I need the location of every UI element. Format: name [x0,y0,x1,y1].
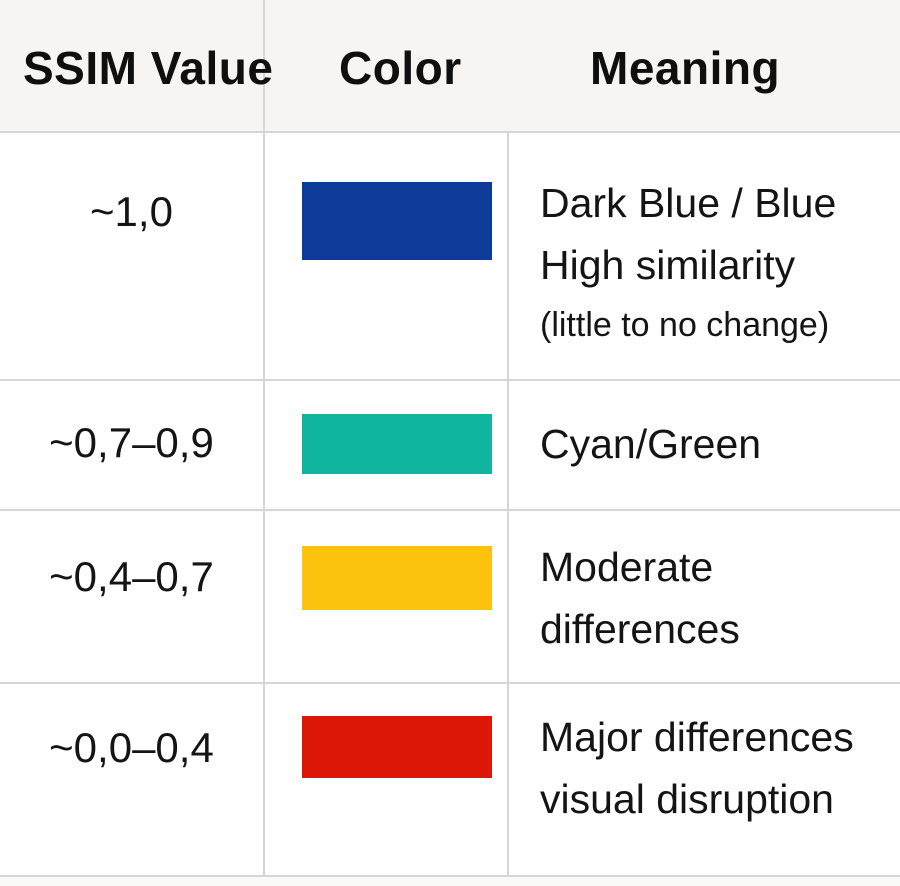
meaning-line: High similarity [540,242,796,288]
meaning-note: (little to no change) [540,306,830,344]
color-swatch-red [302,716,492,778]
meaning-cell: Dark Blue / Blue High similarity (little… [540,172,836,354]
row-divider-1 [0,379,900,381]
color-swatch-teal [302,414,492,474]
meaning-line: Moderate [540,544,714,590]
meaning-line: differences [540,606,740,652]
color-swatch-dark-blue [302,182,492,260]
table-bottom-border [0,875,900,877]
table-header-background [0,0,900,131]
header-bottom-border [0,131,900,133]
color-swatch-yellow [302,546,492,610]
column-header-ssim-value: SSIM Value [23,42,274,94]
ssim-value-cell: ~0,7–0,9 [49,419,214,466]
row-divider-2 [0,509,900,511]
bottom-margin [0,877,900,886]
column-header-meaning: Meaning [590,42,781,94]
meaning-cell: Cyan/Green [540,413,761,475]
meaning-line: Dark Blue / Blue [540,180,837,226]
meaning-line: visual disruption [540,776,834,822]
column-divider-2 [507,131,509,877]
row-divider-3 [0,682,900,684]
column-header-color: Color [339,42,462,94]
ssim-value-cell: ~0,0–0,4 [49,724,214,771]
meaning-cell: Major differences visual disruption [540,706,854,830]
ssim-value-cell: ~1,0 [90,188,173,235]
ssim-value-cell: ~0,4–0,7 [49,553,214,600]
column-divider-1 [263,0,265,877]
meaning-cell: Moderate differences [540,536,740,660]
meaning-line: Cyan/Green [540,421,762,467]
meaning-line: Major differences [540,714,854,760]
